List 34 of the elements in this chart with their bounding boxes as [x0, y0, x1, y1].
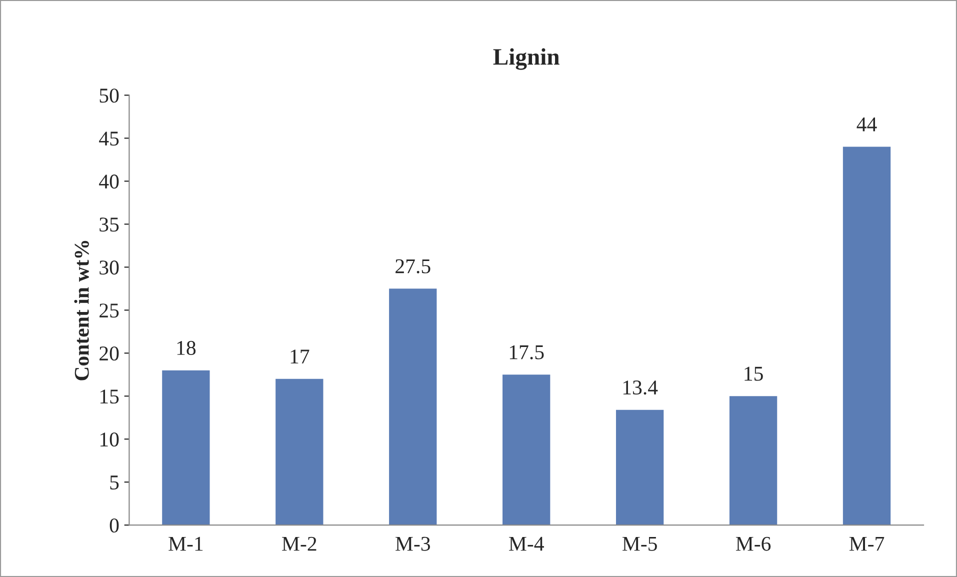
data-label: 44 — [856, 118, 877, 132]
x-tick-label: M-7 — [849, 536, 884, 551]
bar — [389, 288, 437, 526]
y-tick-label: 30 — [100, 260, 119, 275]
y-tick-label: 45 — [99, 132, 119, 146]
bar — [616, 410, 664, 526]
bar — [502, 374, 550, 526]
bar — [729, 396, 778, 526]
x-tick-label: M-5 — [622, 536, 657, 551]
y-tick-label: 10 — [100, 432, 119, 447]
x-tick-label: M-1 — [168, 536, 203, 551]
y-tick-label: 5 — [110, 476, 119, 490]
bar — [162, 370, 210, 526]
y-tick-label: 0 — [110, 518, 119, 533]
data-label: 17 — [290, 350, 310, 364]
data-label: 27.5 — [396, 259, 430, 274]
y-tick-label: 35 — [100, 218, 119, 232]
data-label: 17.5 — [510, 345, 544, 360]
x-tick-label: M-3 — [396, 536, 430, 551]
y-tick-label: 50 — [100, 88, 119, 103]
y-tick-label: 40 — [99, 174, 119, 189]
y-axis-title: Content in wt% — [74, 240, 89, 380]
data-label: 15 — [744, 366, 763, 381]
x-tick-label: M-2 — [282, 536, 316, 551]
bar — [842, 146, 891, 526]
bar — [276, 378, 324, 526]
x-tick-label: M-6 — [736, 536, 771, 551]
x-tick-label: M-4 — [509, 536, 544, 551]
y-tick-label: 15 — [100, 390, 119, 404]
y-tick-label: 20 — [100, 346, 119, 361]
chart-title: Lignin — [493, 48, 560, 70]
y-tick-label: 25 — [100, 304, 119, 318]
data-label: 13.4 — [623, 380, 658, 395]
data-label: 18 — [177, 340, 196, 355]
